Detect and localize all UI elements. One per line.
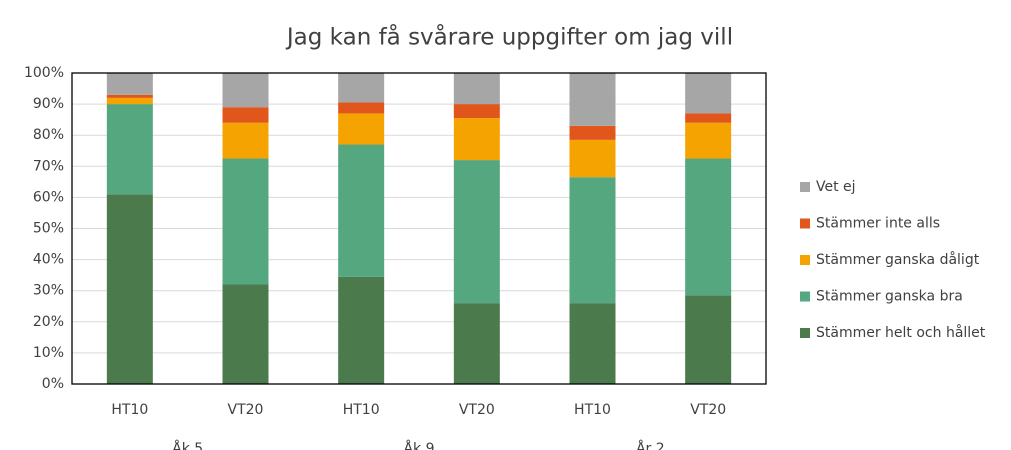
- bar-segment: [453, 118, 500, 161]
- bar-segment: [569, 73, 616, 126]
- legend-swatch: [800, 291, 810, 302]
- bar-segment: [685, 295, 732, 384]
- y-tick-label: 40%: [33, 252, 64, 268]
- bar-segment: [685, 73, 732, 114]
- group-label: Åk 5: [172, 440, 203, 450]
- bar-segment: [222, 158, 269, 285]
- bar-segment: [338, 144, 385, 277]
- legend-swatch: [800, 182, 810, 192]
- legend-label: Vet ej: [816, 179, 856, 195]
- bar-segment: [569, 177, 616, 304]
- bar-segment: [685, 122, 732, 159]
- legend-swatch: [800, 255, 810, 265]
- y-tick-label: 20%: [33, 314, 64, 330]
- y-tick-label: 50%: [33, 221, 64, 237]
- x-tick-label: HT10: [111, 402, 148, 418]
- bar-segment: [338, 113, 385, 145]
- bar-segment: [569, 125, 616, 140]
- x-tick-label: VT20: [690, 402, 726, 418]
- y-tick-label: 100%: [24, 65, 64, 81]
- bar-segment: [569, 303, 616, 384]
- bar-segment: [453, 73, 500, 105]
- bar-segment: [106, 94, 153, 98]
- y-tick-label: 10%: [33, 345, 64, 361]
- x-tick-label: HT10: [343, 402, 380, 418]
- bar-segment: [222, 107, 269, 123]
- legend-label: Stämmer ganska dåligt: [816, 251, 980, 268]
- chart-title: Jag kan få svårare uppgifter om jag vill: [285, 23, 733, 51]
- group-label: Åk 9: [403, 440, 434, 450]
- x-tick-label: HT10: [574, 402, 611, 418]
- bar-segment: [338, 102, 385, 114]
- bar-segment: [106, 97, 153, 105]
- x-tick-label: VT20: [459, 402, 495, 418]
- legend-swatch: [800, 328, 810, 338]
- bar-segment: [338, 73, 385, 103]
- bar-segment: [222, 284, 269, 384]
- legend-label: Stämmer inte alls: [816, 216, 940, 232]
- bar-segment: [222, 73, 269, 108]
- plot-border: [71, 72, 767, 385]
- bar-segment: [106, 194, 153, 384]
- bar-segment: [685, 113, 732, 123]
- bar-segment: [453, 303, 500, 384]
- y-tick-label: 60%: [33, 189, 64, 205]
- legend-label: Stämmer helt och hållet: [816, 324, 986, 341]
- y-tick-label: 80%: [33, 127, 64, 143]
- y-tick-label: 70%: [33, 158, 64, 174]
- bar-segment: [569, 139, 616, 178]
- x-tick-label: VT20: [228, 402, 264, 418]
- bar-segment: [106, 104, 153, 195]
- legend-label: Stämmer ganska bra: [816, 289, 963, 305]
- bar-segment: [453, 160, 500, 304]
- y-tick-label: 0%: [42, 376, 64, 392]
- bar-segment: [453, 104, 500, 119]
- bar-segment: [685, 158, 732, 296]
- group-label: År 2: [636, 440, 665, 450]
- bar-segment: [106, 73, 153, 95]
- bar-segment: [222, 122, 269, 159]
- legend-swatch: [800, 218, 810, 229]
- y-tick-label: 90%: [33, 96, 64, 112]
- y-tick-label: 30%: [33, 283, 64, 299]
- bar-segment: [338, 276, 385, 384]
